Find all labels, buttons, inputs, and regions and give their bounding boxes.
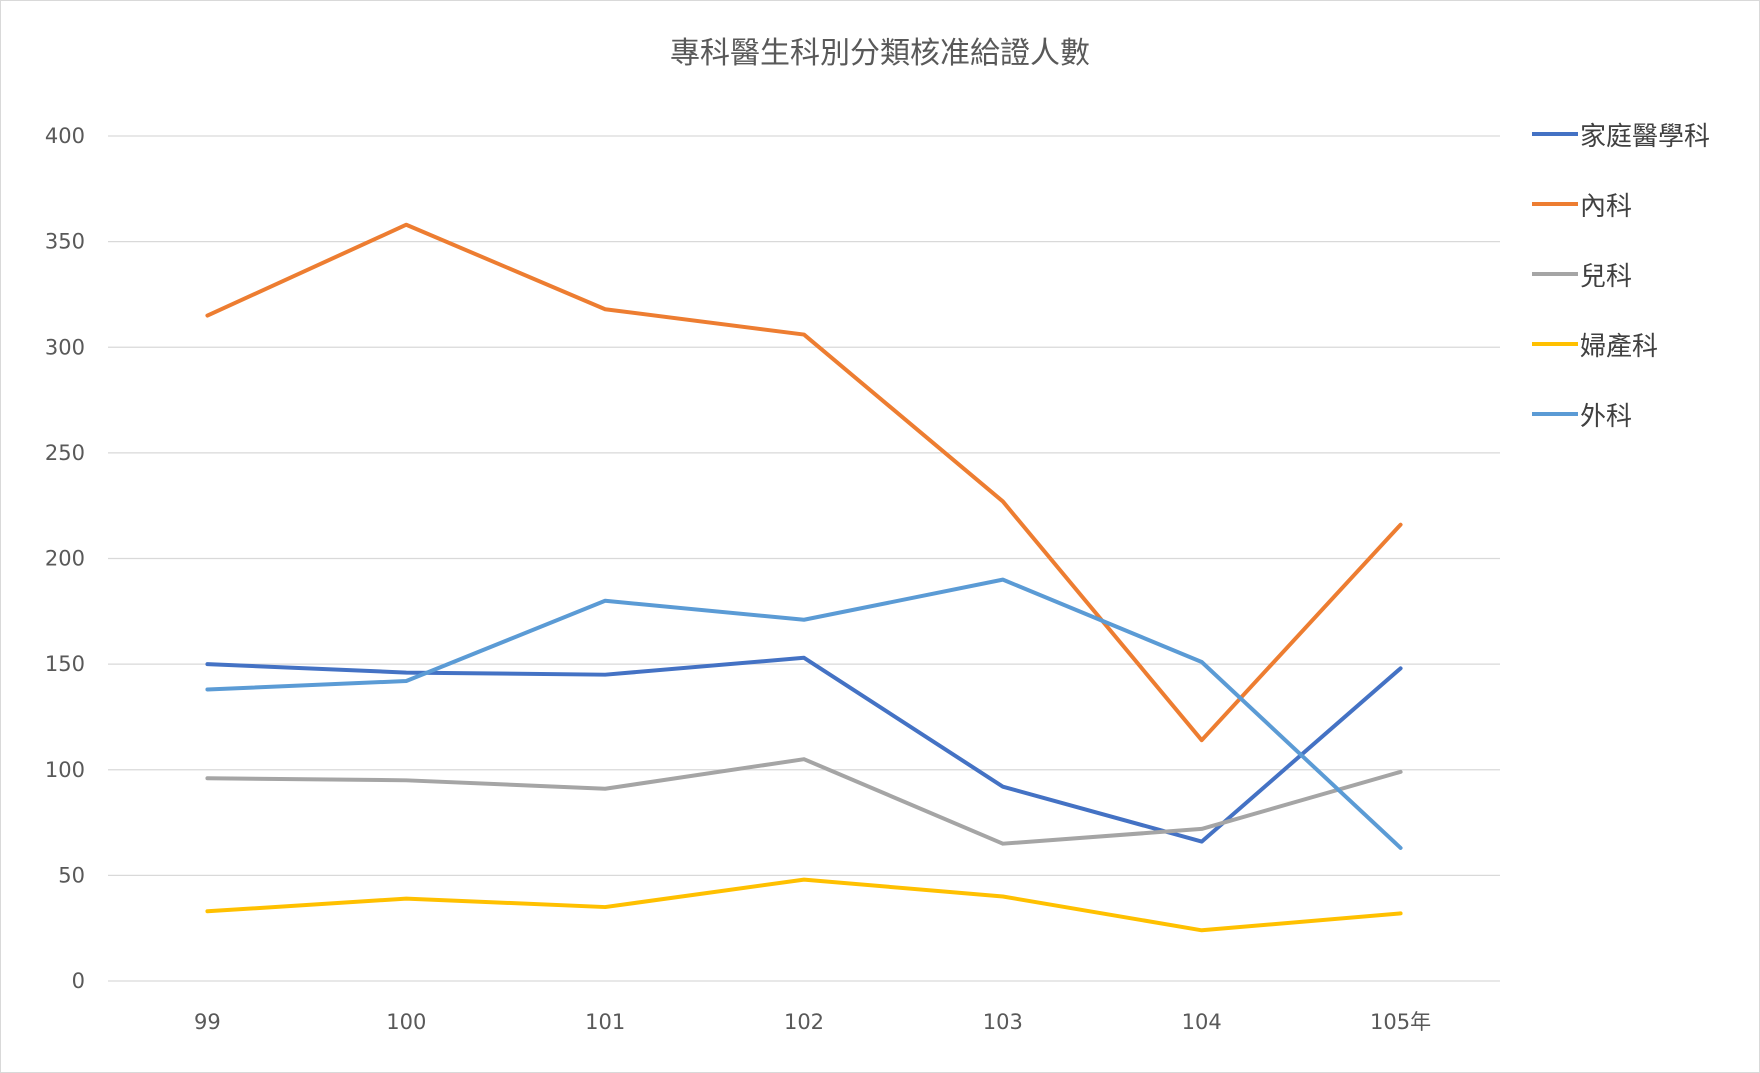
series-line-1 xyxy=(205,222,1403,743)
x-tick-label: 100 xyxy=(386,1010,426,1034)
legend-item: 婦產科 xyxy=(1532,324,1658,364)
y-tick-label: 400 xyxy=(45,124,85,148)
y-axis-ticks: 0 50 100 150 200 250 300 350 400 xyxy=(45,124,85,993)
legend-swatch xyxy=(1532,272,1578,276)
x-tick-label: 102 xyxy=(784,1010,824,1034)
legend-label: 內科 xyxy=(1580,191,1633,222)
legend-item: 兒科 xyxy=(1532,254,1632,294)
y-tick-label: 350 xyxy=(45,230,85,254)
x-tick-label: 99 xyxy=(194,1010,221,1034)
series-line-0 xyxy=(205,655,1403,844)
x-tick-label: 101 xyxy=(585,1010,625,1034)
legend-item: 內科 xyxy=(1532,184,1632,224)
x-tick-label: 104 xyxy=(1182,1010,1222,1034)
y-tick-label: 300 xyxy=(45,335,85,359)
series-line-2 xyxy=(205,757,1403,846)
legend-swatch xyxy=(1532,132,1578,136)
series-line-4 xyxy=(205,577,1403,850)
legend-label: 兒科 xyxy=(1580,261,1633,292)
y-tick-label: 100 xyxy=(45,758,85,782)
x-tick-label: 103 xyxy=(983,1010,1023,1034)
legend-swatch xyxy=(1532,412,1578,416)
y-tick-label: 50 xyxy=(58,863,85,887)
y-tick-label: 200 xyxy=(45,547,85,571)
legend-item: 外科 xyxy=(1532,394,1632,434)
legend-swatch xyxy=(1532,202,1578,206)
gridlines xyxy=(108,135,1500,982)
chart-title: 專科醫生科別分類核准給證人數 xyxy=(670,36,1090,71)
legend-label: 外科 xyxy=(1580,401,1633,432)
y-tick-label: 0 xyxy=(72,969,85,993)
series-line-3 xyxy=(205,877,1403,933)
y-tick-label: 250 xyxy=(45,441,85,465)
y-tick-label: 150 xyxy=(45,652,85,676)
legend-swatch xyxy=(1532,342,1578,346)
legend-label: 婦產科 xyxy=(1580,331,1659,362)
series-lines xyxy=(205,222,1403,933)
x-tick-label: 105年 xyxy=(1370,1010,1431,1034)
legend-label: 家庭醫學科 xyxy=(1580,121,1711,152)
x-axis-ticks: 99 100 101 102 103 104 105年 xyxy=(194,1010,1431,1034)
legend-item: 家庭醫學科 xyxy=(1532,114,1710,154)
